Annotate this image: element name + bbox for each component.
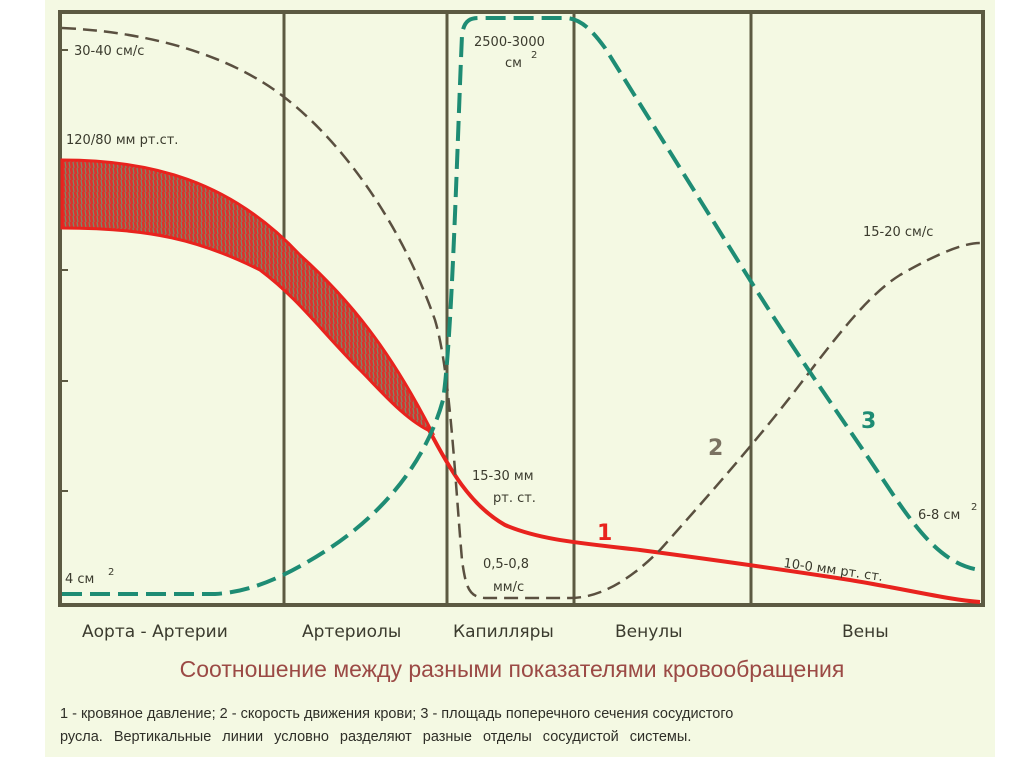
series-1-label: 1 <box>597 521 612 546</box>
caption-line-1: 1 - кровяное давление; 2 - скорость движ… <box>60 706 734 722</box>
velocity-line <box>61 26 981 600</box>
pressure-line <box>426 427 981 604</box>
section-arterioles: Артериолы <box>302 622 401 642</box>
area-veins-label: 6-8 см <box>918 508 960 523</box>
area-capillary-label: 2500-3000 <box>474 35 545 50</box>
pressure-band <box>60 158 436 436</box>
pressure-veins-label: 10-0 мм рт. ст. <box>782 556 883 585</box>
area-capillary-unit: см <box>505 56 522 71</box>
superscript: 2 <box>531 50 537 61</box>
cross-section-line <box>62 16 981 596</box>
velocity-veins-label: 15-20 см/с <box>863 225 933 240</box>
pressure-capillary-label: 15-30 мм <box>472 469 534 484</box>
diagram-title: Соотношение между разными показателями к… <box>179 656 845 682</box>
section-veins: Вены <box>842 622 889 642</box>
velocity-capillary-label: 0,5-0,8 <box>483 557 529 572</box>
diagram-panel <box>45 0 995 757</box>
pressure-aorta-label: 120/80 мм рт.ст. <box>66 133 178 148</box>
velocity-aorta-label: 30-40 см/с <box>74 44 144 59</box>
pressure-capillary-unit: рт. ст. <box>493 491 536 506</box>
caption: 1 - кровяное давление; 2 - скорость движ… <box>60 703 990 749</box>
section-capillaries: Капилляры <box>453 622 554 642</box>
superscript: 2 <box>108 567 114 578</box>
series-2-label: 2 <box>708 436 723 461</box>
superscript: 2 <box>971 502 977 513</box>
velocity-capillary-unit: мм/с <box>493 580 524 595</box>
plot-frame <box>58 10 985 607</box>
section-venules: Венулы <box>615 622 683 642</box>
section-dividers <box>282 12 753 605</box>
area-aorta-label: 4 см <box>65 572 94 587</box>
series-3-label: 3 <box>861 409 876 434</box>
caption-line-2: русла. Вертикальные линии условно раздел… <box>60 729 692 745</box>
section-aorta-arteries: Аорта - Артерии <box>82 622 228 642</box>
